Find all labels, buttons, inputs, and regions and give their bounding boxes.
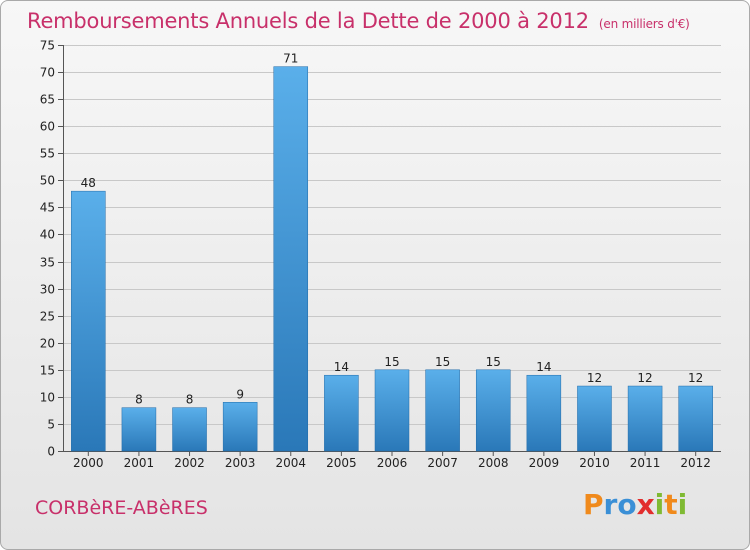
- bar: [71, 190, 106, 452]
- bar: [577, 385, 612, 452]
- data-label: 15: [435, 355, 450, 369]
- x-tick-label: 2011: [630, 456, 661, 470]
- bar: [425, 369, 460, 452]
- y-tick-label: 30: [40, 283, 55, 297]
- data-label: 12: [637, 371, 652, 385]
- x-tick-label: 2004: [275, 456, 306, 470]
- x-tick-label: 2003: [225, 456, 256, 470]
- x-tick-label: 2012: [680, 456, 711, 470]
- data-label: 48: [81, 176, 96, 190]
- data-label: 8: [135, 393, 143, 407]
- bar: [374, 369, 410, 452]
- y-tick-label: 40: [40, 228, 55, 242]
- x-tick-label: 2008: [478, 456, 509, 470]
- data-label: 12: [688, 371, 703, 385]
- chart-title: Remboursements Annuels de la Dette de 20…: [27, 9, 690, 33]
- bar: [222, 402, 258, 452]
- y-tick-label: 15: [40, 364, 55, 378]
- bars: [71, 66, 713, 452]
- y-tick-label: 10: [40, 391, 55, 405]
- bar: [324, 374, 359, 452]
- bar: [121, 407, 157, 452]
- x-tick-label: 2001: [124, 456, 155, 470]
- axes: [58, 45, 721, 456]
- bar: [273, 66, 309, 452]
- y-tick-label: 5: [47, 418, 55, 432]
- data-label: 12: [587, 371, 602, 385]
- x-tick-label: 2000: [73, 456, 104, 470]
- bar: [526, 374, 562, 452]
- x-tick-label: 2006: [377, 456, 408, 470]
- bar: [475, 369, 511, 452]
- data-label: 9: [236, 387, 244, 401]
- y-tick-label: 20: [40, 337, 55, 351]
- bar: [678, 385, 713, 452]
- x-tick-label: 2010: [579, 456, 610, 470]
- y-tick-label: 25: [40, 310, 55, 324]
- y-tick-label: 75: [40, 39, 55, 53]
- y-tick-label: 50: [40, 174, 55, 188]
- y-tick-label: 70: [40, 66, 55, 80]
- data-label: 14: [536, 360, 551, 374]
- x-tick-label: 2002: [174, 456, 205, 470]
- proxiti-logo[interactable]: Proxiti: [583, 488, 688, 521]
- data-label: 71: [283, 52, 298, 66]
- x-tick-label: 2005: [326, 456, 357, 470]
- data-label: 14: [334, 360, 349, 374]
- data-label: 8: [186, 393, 194, 407]
- x-tick-label: 2009: [529, 456, 560, 470]
- y-tick-label: 45: [40, 201, 55, 215]
- y-tick-label: 65: [40, 93, 55, 107]
- chart-title-text: Remboursements Annuels de la Dette de 20…: [27, 9, 589, 33]
- x-tick-label: 2007: [427, 456, 458, 470]
- chart-subtitle: (en milliers d'€): [598, 17, 690, 31]
- bar: [172, 407, 207, 452]
- data-label: 15: [486, 355, 501, 369]
- y-tick-label: 55: [40, 147, 55, 161]
- y-tick-label: 0: [47, 445, 55, 459]
- labels: 0 5 10 15 20 25 30 35 40 45 50 55 60 65 70 75 2000 48 2001…: [40, 39, 711, 471]
- town-name: CORBèRE-ABèRES: [35, 497, 208, 519]
- bar: [627, 385, 663, 452]
- y-tick-label: 35: [40, 256, 55, 270]
- data-label: 15: [384, 355, 399, 369]
- y-tick-label: 60: [40, 120, 55, 134]
